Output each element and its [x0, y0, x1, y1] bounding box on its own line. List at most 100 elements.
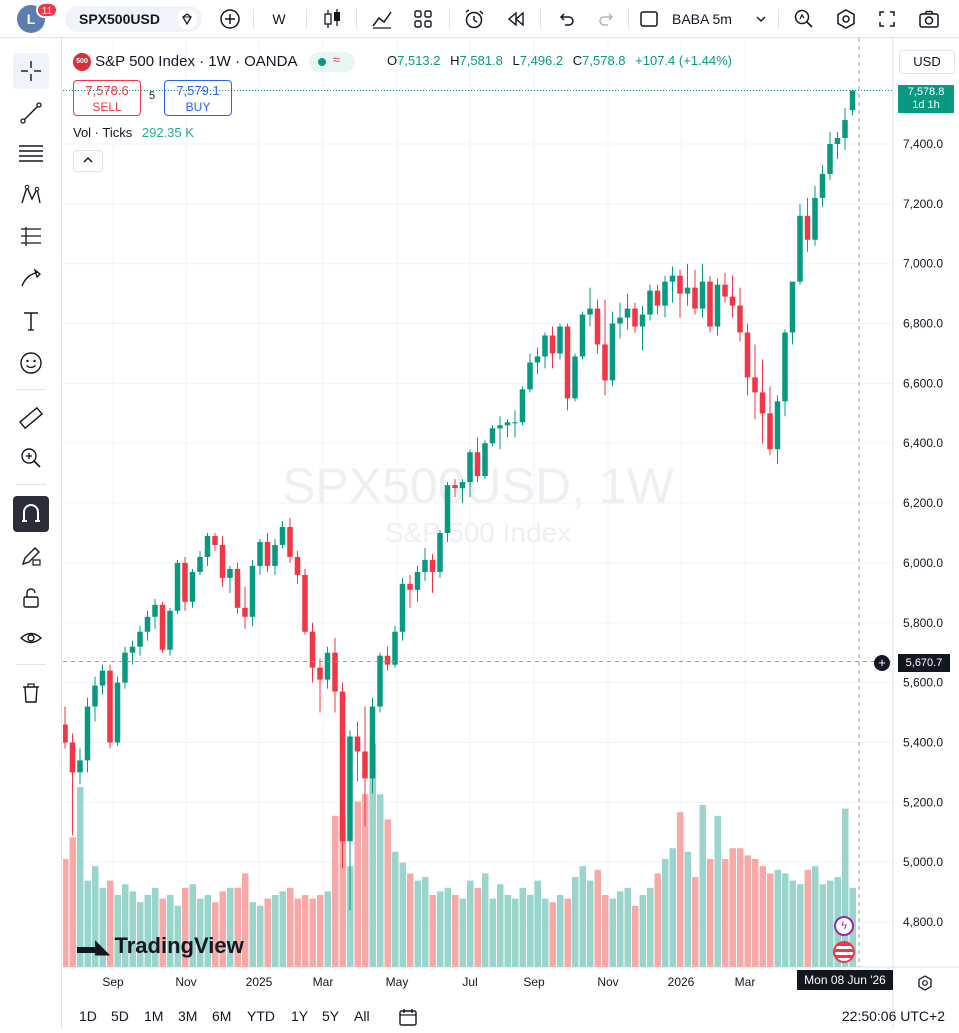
undo-icon[interactable] — [553, 6, 579, 32]
buy-button[interactable]: 7,579.1 BUY — [164, 80, 232, 116]
candle-body — [774, 401, 781, 450]
lightning-event-icon[interactable]: ϟ — [834, 916, 854, 936]
range-5y[interactable]: 5Y — [322, 1008, 340, 1024]
candles-chart-type-icon[interactable] — [319, 6, 345, 32]
candle-body — [332, 652, 338, 692]
brush-icon[interactable] — [13, 261, 49, 297]
settings-gear-icon[interactable] — [833, 6, 859, 32]
magnet-icon[interactable] — [13, 496, 49, 532]
range-1m[interactable]: 1M — [144, 1008, 164, 1024]
horizontal-lines-icon[interactable] — [13, 135, 49, 171]
symbol-description: S&P 500 Index · 1W · OANDA — [95, 52, 297, 70]
candle-body — [174, 562, 181, 611]
chevron-up-icon — [83, 156, 93, 163]
range-5d[interactable]: 5D — [111, 1008, 129, 1024]
candle-body — [632, 308, 638, 327]
buy-label: BUY — [185, 100, 211, 114]
diamond-icon[interactable] — [177, 9, 197, 29]
currency-selector[interactable]: USD — [899, 50, 955, 74]
candle-body — [624, 308, 631, 318]
candle-body — [84, 706, 91, 761]
candle-body — [587, 308, 593, 315]
trend-line-icon[interactable] — [13, 95, 49, 131]
ruler-measure-icon[interactable] — [13, 400, 49, 436]
candle-body — [377, 655, 383, 707]
text-tool-icon[interactable] — [13, 303, 49, 339]
tradingview-logo[interactable]: ▬◣ TradingView — [77, 933, 244, 958]
candle-body — [369, 706, 376, 779]
range-1d[interactable]: 1D — [79, 1008, 97, 1024]
interval-button[interactable]: W — [272, 11, 286, 27]
range-3m[interactable]: 3M — [178, 1008, 198, 1024]
range-6m[interactable]: 6M — [212, 1008, 232, 1024]
candle-body — [707, 281, 713, 327]
crosshair-add-icon[interactable]: + — [874, 655, 890, 671]
chart-settings-gear-icon[interactable] — [916, 974, 934, 992]
candle-body — [249, 565, 256, 617]
candle-body — [197, 556, 203, 572]
trash-delete-icon[interactable] — [13, 675, 49, 711]
volume-bar — [467, 880, 474, 967]
clock-timezone[interactable]: 22:50:06 UTC+2 — [841, 1008, 945, 1024]
crosshair-icon[interactable] — [13, 53, 49, 89]
volume-bar — [452, 895, 459, 967]
volume-bar — [624, 887, 631, 967]
zoom-in-icon[interactable] — [13, 440, 49, 476]
time-tick-label: May — [386, 975, 409, 989]
redo-icon[interactable] — [594, 6, 620, 32]
candle-body — [302, 574, 308, 632]
candle-body — [497, 425, 503, 429]
alert-icon[interactable] — [461, 6, 487, 32]
volume-bar — [639, 895, 646, 967]
us-flag-event-icon[interactable] — [833, 941, 855, 963]
layout-name[interactable]: BABA 5m — [672, 11, 732, 27]
price-tick-label: 5,800.0 — [903, 616, 943, 630]
candle-body — [714, 284, 721, 327]
camera-snapshot-icon[interactable] — [916, 6, 942, 32]
range-1y[interactable]: 1Y — [291, 1008, 309, 1024]
emoji-icon[interactable] — [13, 345, 49, 381]
volume-bar — [63, 859, 69, 967]
volume-bar — [144, 895, 151, 967]
volume-bar — [662, 859, 669, 967]
candle-body — [827, 144, 833, 174]
volume-bar — [512, 898, 519, 967]
candle-body — [362, 751, 368, 779]
collapse-legend-button[interactable] — [73, 150, 103, 172]
fullscreen-icon[interactable] — [874, 6, 900, 32]
range-all[interactable]: All — [354, 1008, 370, 1024]
price-chart[interactable]: 7,400.0 7,200.0 7,000.0 6,800.0 6,600.0 6,400… — [63, 38, 959, 1029]
indicators-icon[interactable] — [368, 6, 396, 32]
candle-body — [594, 308, 601, 345]
symbol-search-button[interactable]: SPX500USD — [65, 6, 202, 32]
time-tick-label: Jul — [462, 975, 477, 989]
pattern-icon[interactable] — [13, 177, 49, 213]
candle-body — [512, 422, 518, 424]
volume-bar — [159, 898, 166, 967]
quick-search-icon[interactable] — [791, 6, 817, 32]
fib-retracement-icon[interactable] — [13, 219, 49, 255]
range-ytd[interactable]: YTD — [247, 1008, 275, 1024]
volume-bar — [114, 895, 121, 967]
replay-icon[interactable] — [503, 6, 529, 32]
sell-price: 7,578.6 — [85, 83, 129, 98]
lock-icon[interactable] — [13, 580, 49, 616]
add-symbol-icon[interactable] — [217, 6, 243, 32]
volume-bar — [392, 851, 399, 967]
layout-icon[interactable] — [636, 6, 662, 32]
eye-visibility-icon[interactable] — [13, 620, 49, 656]
toolbar-divider — [778, 9, 779, 29]
sell-button[interactable]: 7,578.6 SELL — [73, 80, 141, 116]
market-open-dot[interactable]: ≈ — [308, 52, 355, 72]
draw-lock-pencil-icon[interactable] — [13, 538, 49, 574]
time-tick-label: Sep — [523, 975, 545, 989]
chart-area[interactable]: SPX500USD, 1W S&P 500 Index 7,400.0 7,200… — [63, 38, 959, 1029]
chevron-down-icon[interactable] — [752, 6, 770, 32]
templates-icon[interactable] — [410, 6, 436, 32]
volume-bar — [594, 869, 601, 967]
candle-body — [324, 652, 331, 680]
go-to-date-calendar-icon[interactable] — [397, 1006, 419, 1033]
candle-body — [557, 326, 563, 354]
volume-bar — [264, 898, 271, 967]
candle-body — [722, 284, 728, 297]
